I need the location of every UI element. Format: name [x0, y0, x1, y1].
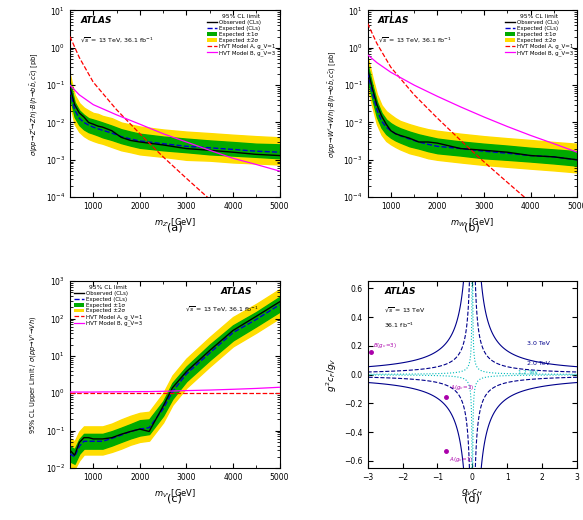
Y-axis label: $\sigma(pp\!\to\!Z'\!\to\!Zh)\!\cdot\!B(h\!\to\!b\bar{b},c\bar{c})$ [pb]: $\sigma(pp\!\to\!Z'\!\to\!Zh)\!\cdot\!B(…: [29, 52, 40, 155]
Text: $\sqrt{s}$ = 13 TeV: $\sqrt{s}$ = 13 TeV: [384, 306, 426, 315]
Y-axis label: $g^2 c_F / g_V$: $g^2 c_F / g_V$: [324, 357, 339, 392]
Text: $A(g_v\!=\!1)$: $A(g_v\!=\!1)$: [449, 455, 473, 464]
Legend: Observed (CLs), Expected (CLs), Expected ±1σ, Expected ±2σ, HVT Model A, g_V=1, : Observed (CLs), Expected (CLs), Expected…: [206, 13, 277, 57]
Text: $B(g_v\!=\!3)$: $B(g_v\!=\!3)$: [373, 341, 397, 350]
Text: ATLAS: ATLAS: [80, 16, 112, 25]
Text: ATLAS: ATLAS: [384, 287, 416, 296]
Text: 3.0 TeV: 3.0 TeV: [526, 341, 549, 345]
Text: $\sqrt{s}$ = 13 TeV, 36.1 fb$^{-1}$: $\sqrt{s}$ = 13 TeV, 36.1 fb$^{-1}$: [378, 35, 452, 44]
X-axis label: $g_V c_H$: $g_V c_H$: [462, 487, 483, 498]
Y-axis label: 95% CL Upper Limit / $\sigma(pp\!\to\!V'\!\to\!Vh)$: 95% CL Upper Limit / $\sigma(pp\!\to\!V'…: [29, 315, 40, 434]
X-axis label: $m_{W'}$ [GeV]: $m_{W'}$ [GeV]: [451, 217, 494, 229]
X-axis label: $m_{V'}$ [GeV]: $m_{V'}$ [GeV]: [154, 487, 196, 500]
Text: (d): (d): [465, 493, 480, 503]
Text: $A(g_v\!=\!3)$: $A(g_v\!=\!3)$: [449, 383, 474, 392]
Text: ATLAS: ATLAS: [378, 16, 410, 25]
Text: 2.0 TeV: 2.0 TeV: [526, 360, 549, 366]
Legend: Observed (CLs), Expected (CLs), Expected ±1σ, Expected ±2σ, HVT Model A, g_V=1, : Observed (CLs), Expected (CLs), Expected…: [73, 284, 143, 328]
Text: (c): (c): [167, 493, 182, 503]
Text: $\sqrt{s}$ = 13 TeV, 36.1 fb$^{-1}$: $\sqrt{s}$ = 13 TeV, 36.1 fb$^{-1}$: [185, 304, 259, 313]
Text: $\sqrt{s}$ = 13 TeV, 36.1 fb$^{-1}$: $\sqrt{s}$ = 13 TeV, 36.1 fb$^{-1}$: [80, 35, 154, 44]
X-axis label: $m_{Z'}$ [GeV]: $m_{Z'}$ [GeV]: [154, 217, 196, 229]
Text: (b): (b): [465, 223, 480, 233]
Y-axis label: $\sigma(pp\!\to\!W'\!\to\!Wh)\!\cdot\!B(h\!\to\!b\bar{b},c\bar{c})$ [pb]: $\sigma(pp\!\to\!W'\!\to\!Wh)\!\cdot\!B(…: [326, 50, 338, 158]
Text: 1.2 TeV: 1.2 TeV: [518, 370, 538, 375]
Text: 36.1 fb$^{-1}$: 36.1 fb$^{-1}$: [384, 320, 415, 330]
Text: ATLAS: ATLAS: [221, 287, 252, 296]
Text: (a): (a): [167, 223, 182, 233]
Legend: Observed (CLs), Expected (CLs), Expected ±1σ, Expected ±2σ, HVT Model A, g_V=1, : Observed (CLs), Expected (CLs), Expected…: [504, 13, 574, 57]
